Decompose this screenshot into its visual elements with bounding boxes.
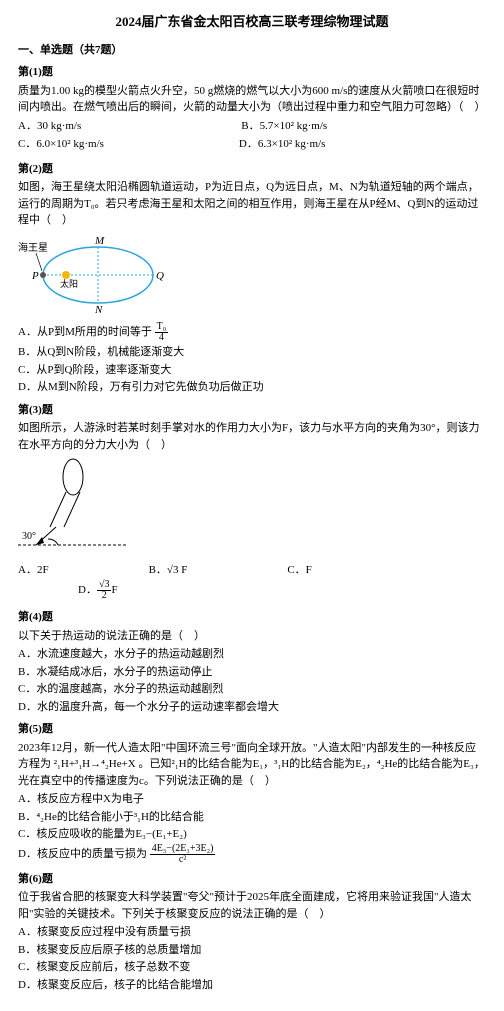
q3-stem: 如图所示，人游泳时若某时刻手掌对水的作用力大小为F，该力与水平方向的夹角为30°… xyxy=(18,420,486,453)
label-P: P xyxy=(31,270,39,282)
hand-diagram: 30° xyxy=(18,457,128,552)
q3-diagram: 30° xyxy=(18,457,486,558)
q3-choice-d-suffix: F xyxy=(111,584,117,596)
frac-den: c² xyxy=(150,855,216,865)
q2-label: 第(2)题 xyxy=(18,161,486,178)
q5-reaction: ²₁H+³₁H→⁴₂He+X xyxy=(54,758,136,770)
q2-choices: A．从P到M所用的时间等于 T₀4 B．从Q到N阶段，机械能逐渐变大 C．从P到… xyxy=(18,322,486,396)
q2-choice-c-text: 从P到Q阶段，速率逐渐变大 xyxy=(36,364,171,376)
q2-choice-b: B．从Q到N阶段，机械能逐渐变大 xyxy=(18,344,446,361)
q3-choice-c: C．F xyxy=(287,562,311,579)
q1-choices: A．30 kg·m/s B．5.7×10² kg·m/s C．6.0×10² k… xyxy=(18,118,486,155)
q6-choice-a: A．核聚变反应过程中没有质量亏损 xyxy=(18,924,446,941)
sun-label: 太阳 xyxy=(60,278,78,289)
q6-choice-a-text: 核聚变反应过程中没有质量亏损 xyxy=(37,926,191,938)
q6-stem: 位于我省合肥的核聚变大科学装置"夸父"预计于2025年底全面建成，它将用来验证我… xyxy=(18,889,486,922)
q1-choice-b-text: 5.7×10² kg·m/s xyxy=(260,120,328,132)
q6-choice-d-text: 核聚变反应后，核子的比结合能增加 xyxy=(37,979,213,991)
q2-choice-a-frac: T₀4 xyxy=(155,322,169,343)
q5-choice-c: C．核反应吸收的能量为E₃−(E₁+E₂) xyxy=(18,826,446,843)
q1-choice-a: A．30 kg·m/s xyxy=(18,118,81,135)
q4-choice-a-text: 水流速度越大，水分子的热运动越剧烈 xyxy=(37,648,224,660)
q3-choice-d-frac: √32 xyxy=(97,580,112,601)
q5-choice-a-text: 核反应方程中X为电子 xyxy=(37,793,144,805)
q5-choice-a: A．核反应方程中X为电子 xyxy=(18,791,446,808)
q6-choice-c: C．核聚变反应前后，核子总数不变 xyxy=(18,959,446,976)
q5-choice-d-frac: 4E₃−(2E₁+3E₂)c² xyxy=(150,844,216,865)
label-Q: Q xyxy=(156,270,164,282)
q2-choice-a-pre: 从P到M所用的时间等于 xyxy=(37,326,152,338)
q6-choice-c-text: 核聚变反应前后，核子总数不变 xyxy=(36,961,190,973)
q5-stem: 2023年12月，新一代人造太阳"中国环流三号"面向全球开放。"人造太阳"内部发… xyxy=(18,740,486,790)
q5-choice-c-text: 核反应吸收的能量为E₃−(E₁+E₂) xyxy=(36,828,186,840)
q3-choice-a: A．2F xyxy=(18,562,49,579)
q3-choice-c-text: F xyxy=(306,564,312,576)
sun-icon xyxy=(62,271,70,279)
frac-den: 2 xyxy=(97,591,112,601)
frac-den: 4 xyxy=(155,333,169,343)
q3-choice-b: B．√3 F xyxy=(149,562,188,579)
q4-choice-c: C．水的温度越高，水分子的热运动越剧烈 xyxy=(18,681,446,698)
q3-choice-a-text: 2F xyxy=(37,564,49,576)
q4-stem: 以下关于热运动的说法正确的是（ ） xyxy=(18,628,486,645)
q4-label: 第(4)题 xyxy=(18,609,486,626)
q4-choice-a: A．水流速度越大，水分子的热运动越剧烈 xyxy=(18,646,446,663)
q5-choice-d-pre: 核反应中的质量亏损为 xyxy=(37,848,147,860)
q2-choice-d-text: 从M到N阶段，万有引力对它先做负功后做正功 xyxy=(37,381,264,393)
q4-choices: A．水流速度越大，水分子的热运动越剧烈 B．水凝结成冰后，水分子的热运动停止 C… xyxy=(18,646,486,715)
q2-stem: 如图，海王星绕太阳沿椭圆轨道运动，P为近日点，Q为远日点，M、N为轨道短轴的两个… xyxy=(18,179,486,229)
q6-label: 第(6)题 xyxy=(18,871,486,888)
q5-label: 第(5)题 xyxy=(18,721,486,738)
planet-label: 海王星 xyxy=(18,241,48,254)
q2-choice-c: C．从P到Q阶段，速率逐渐变大 xyxy=(18,362,446,379)
q5-choice-d: D．核反应中的质量亏损为 4E₃−(2E₁+3E₂)c² xyxy=(18,844,446,865)
q6-choice-b: B．核聚变反应后原子核的总质量增加 xyxy=(18,942,446,959)
planet-dot xyxy=(40,272,46,278)
q2-choice-a: A．从P到M所用的时间等于 T₀4 xyxy=(18,322,446,343)
frac-num: 4E₃−(2E₁+3E₂) xyxy=(150,844,216,855)
q6-choice-b-text: 核聚变反应后原子核的总质量增加 xyxy=(36,944,201,956)
q2-choice-b-text: 从Q到N阶段，机械能逐渐变大 xyxy=(36,346,184,358)
q3-choice-b-text: √3 F xyxy=(167,564,187,576)
label-N: N xyxy=(94,304,103,313)
q3-choice-d: D．√32F xyxy=(78,580,118,601)
q5-choice-b: B．⁴₂He的比结合能小于³₁H的比结合能 xyxy=(18,809,446,826)
q3-label: 第(3)题 xyxy=(18,402,486,419)
q2-diagram: 海王星 太阳 P Q M N xyxy=(18,233,486,319)
q1-stem: 质量为1.00 kg的模型火箭点火升空，50 g燃烧的燃气以大小为600 m/s… xyxy=(18,83,486,116)
q1-choice-d-text: 6.3×10² kg·m/s xyxy=(258,138,326,150)
q3-choices: A．2F B．√3 F C．F D．√32F xyxy=(18,562,486,604)
q1-label: 第(1)题 xyxy=(18,64,486,81)
q4-choice-c-text: 水的温度越高，水分子的热运动越剧烈 xyxy=(36,683,223,695)
q1-choice-c-text: 6.0×10² kg·m/s xyxy=(36,138,104,150)
q4-choice-b: B．水凝结成冰后，水分子的热运动停止 xyxy=(18,664,446,681)
q1-choice-b: B．5.7×10² kg·m/s xyxy=(241,118,327,135)
q5-choice-b-text: ⁴₂He的比结合能小于³₁H的比结合能 xyxy=(36,811,204,823)
q1-choice-c: C．6.0×10² kg·m/s xyxy=(18,136,104,153)
angle-label: 30° xyxy=(22,531,36,542)
q2-choice-d: D．从M到N阶段，万有引力对它先做负功后做正功 xyxy=(18,379,446,396)
q4-choice-d-text: 水的温度升高，每一个水分子的运动速率都会增大 xyxy=(37,701,279,713)
q6-choice-d: D．核聚变反应后，核子的比结合能增加 xyxy=(18,977,446,994)
q5-choices: A．核反应方程中X为电子 B．⁴₂He的比结合能小于³₁H的比结合能 C．核反应… xyxy=(18,791,486,865)
label-M: M xyxy=(94,235,105,247)
q6-choices: A．核聚变反应过程中没有质量亏损 B．核聚变反应后原子核的总质量增加 C．核聚变… xyxy=(18,924,486,993)
q1-choice-a-text: 30 kg·m/s xyxy=(37,120,81,132)
section-header: 一、单选题（共7题） xyxy=(18,42,486,59)
orbit-diagram: 海王星 太阳 P Q M N xyxy=(18,233,178,313)
q1-choice-d: D．6.3×10² kg·m/s xyxy=(239,136,326,153)
q4-choice-b-text: 水凝结成冰后，水分子的热运动停止 xyxy=(36,666,212,678)
page-title: 2024届广东省金太阳百校高三联考理综物理试题 xyxy=(18,12,486,32)
